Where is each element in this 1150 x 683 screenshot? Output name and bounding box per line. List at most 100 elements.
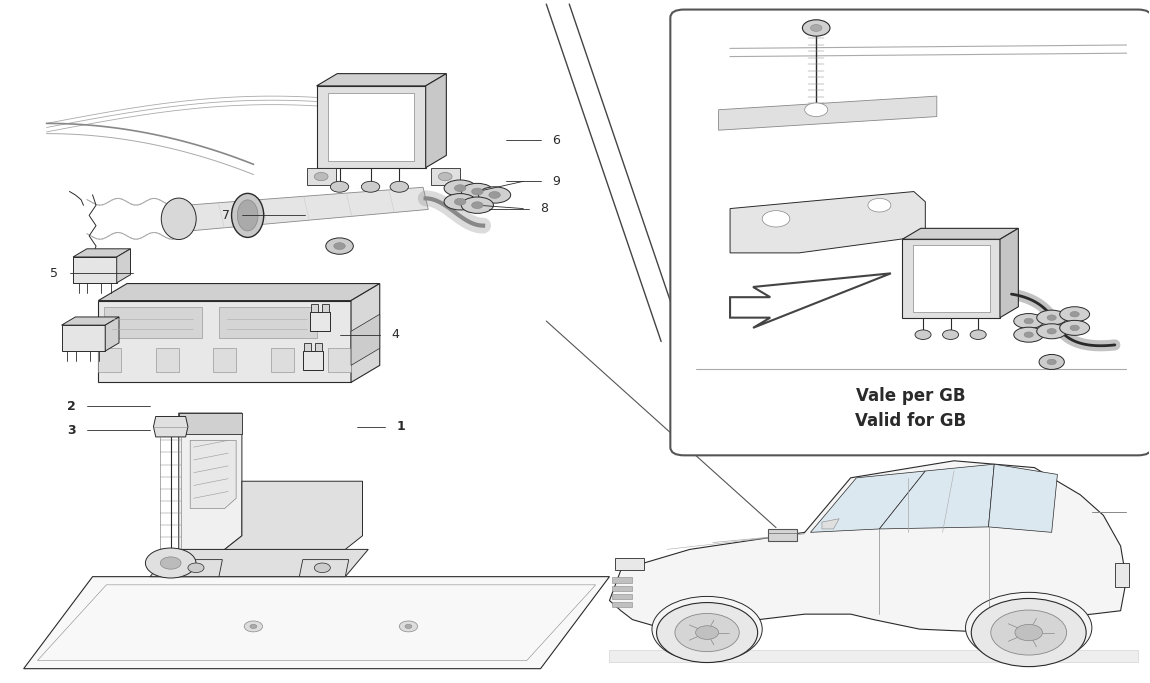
Text: 2: 2 — [67, 400, 76, 413]
Polygon shape — [610, 650, 1137, 662]
Polygon shape — [178, 413, 242, 434]
Circle shape — [971, 330, 987, 339]
Polygon shape — [62, 317, 118, 325]
Circle shape — [1048, 359, 1056, 365]
Polygon shape — [302, 351, 323, 370]
Polygon shape — [719, 96, 937, 130]
Polygon shape — [74, 249, 130, 257]
Polygon shape — [1000, 228, 1019, 318]
Circle shape — [325, 238, 353, 254]
Ellipse shape — [1059, 307, 1089, 322]
Circle shape — [868, 198, 891, 212]
Circle shape — [472, 201, 483, 208]
Polygon shape — [426, 74, 446, 168]
Circle shape — [330, 181, 348, 192]
Circle shape — [915, 330, 932, 339]
Polygon shape — [903, 228, 1019, 239]
Text: 5: 5 — [51, 267, 59, 280]
Circle shape — [811, 25, 822, 31]
Polygon shape — [24, 576, 610, 669]
Circle shape — [1048, 315, 1056, 320]
Bar — [155, 348, 178, 372]
Ellipse shape — [657, 602, 758, 663]
Polygon shape — [62, 325, 105, 351]
Circle shape — [805, 103, 828, 117]
Ellipse shape — [237, 200, 258, 231]
Polygon shape — [316, 86, 426, 168]
Ellipse shape — [991, 610, 1066, 655]
Ellipse shape — [675, 613, 739, 652]
Circle shape — [1070, 311, 1079, 317]
Bar — [612, 577, 633, 583]
Ellipse shape — [444, 180, 476, 196]
Polygon shape — [74, 257, 116, 283]
Circle shape — [334, 242, 345, 249]
Polygon shape — [310, 304, 317, 312]
Bar — [612, 594, 633, 599]
Circle shape — [454, 198, 466, 205]
Bar — [328, 348, 351, 372]
Ellipse shape — [444, 193, 476, 210]
Polygon shape — [730, 191, 926, 253]
Polygon shape — [150, 549, 368, 576]
Bar — [612, 585, 633, 591]
Polygon shape — [989, 464, 1057, 532]
Bar — [768, 529, 797, 541]
Ellipse shape — [966, 592, 1091, 663]
Polygon shape — [176, 187, 428, 232]
Text: 10: 10 — [669, 192, 684, 205]
Text: 6: 6 — [552, 134, 560, 147]
Ellipse shape — [461, 197, 493, 213]
Polygon shape — [116, 249, 130, 283]
Circle shape — [943, 330, 959, 339]
Polygon shape — [610, 461, 1126, 631]
Ellipse shape — [1014, 327, 1044, 342]
Polygon shape — [822, 518, 840, 529]
Circle shape — [1025, 332, 1034, 337]
Circle shape — [438, 173, 452, 180]
Polygon shape — [913, 245, 990, 311]
Text: 1: 1 — [397, 420, 406, 433]
Circle shape — [145, 548, 196, 578]
Circle shape — [405, 624, 412, 628]
Bar — [99, 348, 121, 372]
Polygon shape — [99, 283, 380, 301]
Text: 7: 7 — [745, 216, 753, 229]
Circle shape — [314, 563, 330, 572]
Polygon shape — [880, 464, 995, 529]
Polygon shape — [153, 417, 187, 437]
Ellipse shape — [1015, 624, 1043, 641]
Polygon shape — [316, 74, 446, 86]
Polygon shape — [315, 343, 322, 351]
Polygon shape — [322, 304, 329, 312]
Circle shape — [187, 563, 204, 572]
Circle shape — [803, 20, 830, 36]
Circle shape — [390, 181, 408, 192]
Circle shape — [454, 184, 466, 191]
Ellipse shape — [1059, 320, 1089, 335]
Polygon shape — [811, 471, 926, 532]
Text: Vale per GB: Vale per GB — [857, 387, 966, 405]
Ellipse shape — [478, 186, 511, 203]
Ellipse shape — [1014, 313, 1044, 329]
Ellipse shape — [652, 596, 762, 662]
Circle shape — [160, 557, 181, 569]
Ellipse shape — [1037, 310, 1066, 325]
FancyBboxPatch shape — [670, 10, 1150, 456]
Text: 11: 11 — [727, 25, 742, 38]
Polygon shape — [309, 312, 330, 331]
Polygon shape — [431, 168, 460, 184]
Polygon shape — [299, 559, 348, 576]
Ellipse shape — [461, 183, 493, 199]
Bar — [1114, 563, 1128, 587]
Text: 3: 3 — [67, 423, 76, 436]
Bar — [615, 557, 644, 570]
Circle shape — [1070, 325, 1079, 331]
Bar — [213, 348, 236, 372]
Circle shape — [244, 621, 262, 632]
Circle shape — [1040, 354, 1064, 370]
Text: 6: 6 — [1126, 178, 1134, 191]
Bar — [612, 602, 633, 607]
Ellipse shape — [972, 598, 1086, 667]
Text: 4: 4 — [391, 329, 399, 342]
